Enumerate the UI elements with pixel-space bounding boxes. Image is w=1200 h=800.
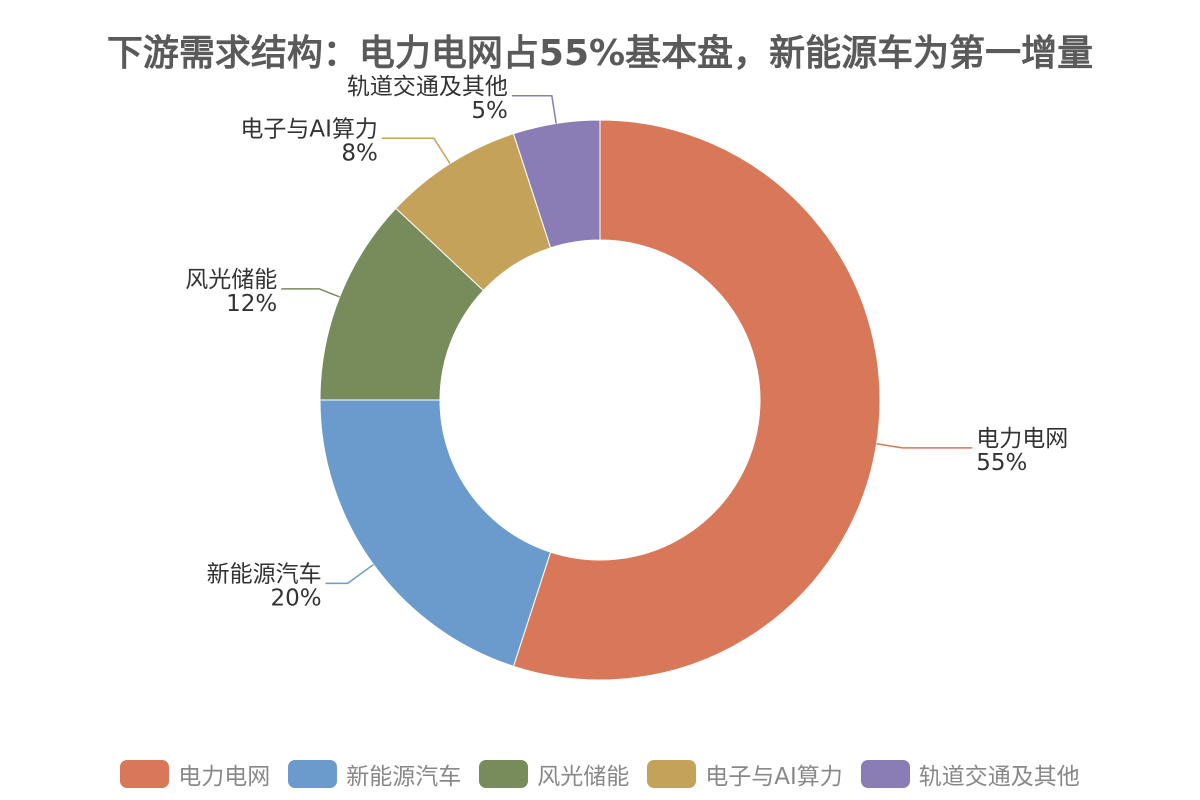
chart-title: 下游需求结构：电力电网占55%基本盘，新能源车为第一增量 xyxy=(106,33,1094,74)
slice-value-label-3: 12% xyxy=(226,291,277,317)
slice-label-1: 电力电网 xyxy=(976,426,1068,452)
leader-line-3 xyxy=(281,288,340,298)
legend-label: 新能源汽车 xyxy=(346,764,462,790)
slice-label-3: 风光储能 xyxy=(185,267,277,293)
chart-legend: 电力电网 新能源汽车 风光储能 电子与AI算力 轨道交通及其他 xyxy=(0,752,1200,796)
leader-line-5 xyxy=(511,95,557,124)
legend-swatch xyxy=(479,760,529,788)
legend-swatch xyxy=(288,760,338,788)
legend-swatch xyxy=(860,760,910,788)
slice-label-4: 电子与AI算力 xyxy=(240,116,378,142)
legend-item-2[interactable]: 新能源汽车 xyxy=(288,757,461,791)
leader-line-4 xyxy=(381,137,451,164)
legend-item-5[interactable]: 轨道交通及其他 xyxy=(860,757,1080,791)
slice-1[interactable] xyxy=(512,119,881,681)
legend-label: 电子与AI算力 xyxy=(705,764,843,790)
slices-layer xyxy=(319,119,881,681)
legend-item-1[interactable]: 电力电网 xyxy=(120,757,270,791)
slice-5[interactable] xyxy=(512,119,601,249)
legend-item-3[interactable]: 风光储能 xyxy=(479,757,629,791)
legend-label: 风光储能 xyxy=(537,764,630,790)
leader-line-1 xyxy=(876,443,973,449)
slice-value-label-4: 8% xyxy=(341,140,378,166)
slice-label-2: 新能源汽车 xyxy=(207,561,322,587)
legend-label: 轨道交通及其他 xyxy=(918,764,1080,790)
legend-swatch xyxy=(120,760,170,788)
legend-swatch xyxy=(647,760,697,788)
slice-value-label-5: 5% xyxy=(471,98,508,124)
slice-value-label-2: 20% xyxy=(270,585,321,611)
slice-2[interactable] xyxy=(319,399,552,667)
legend-item-4[interactable]: 电子与AI算力 xyxy=(647,757,843,791)
slice-label-5: 轨道交通及其他 xyxy=(347,74,508,100)
leader-line-2 xyxy=(325,563,374,585)
leader-lines-layer xyxy=(281,95,973,585)
legend-label: 电力电网 xyxy=(178,764,271,790)
slice-value-label-1: 55% xyxy=(976,450,1027,476)
